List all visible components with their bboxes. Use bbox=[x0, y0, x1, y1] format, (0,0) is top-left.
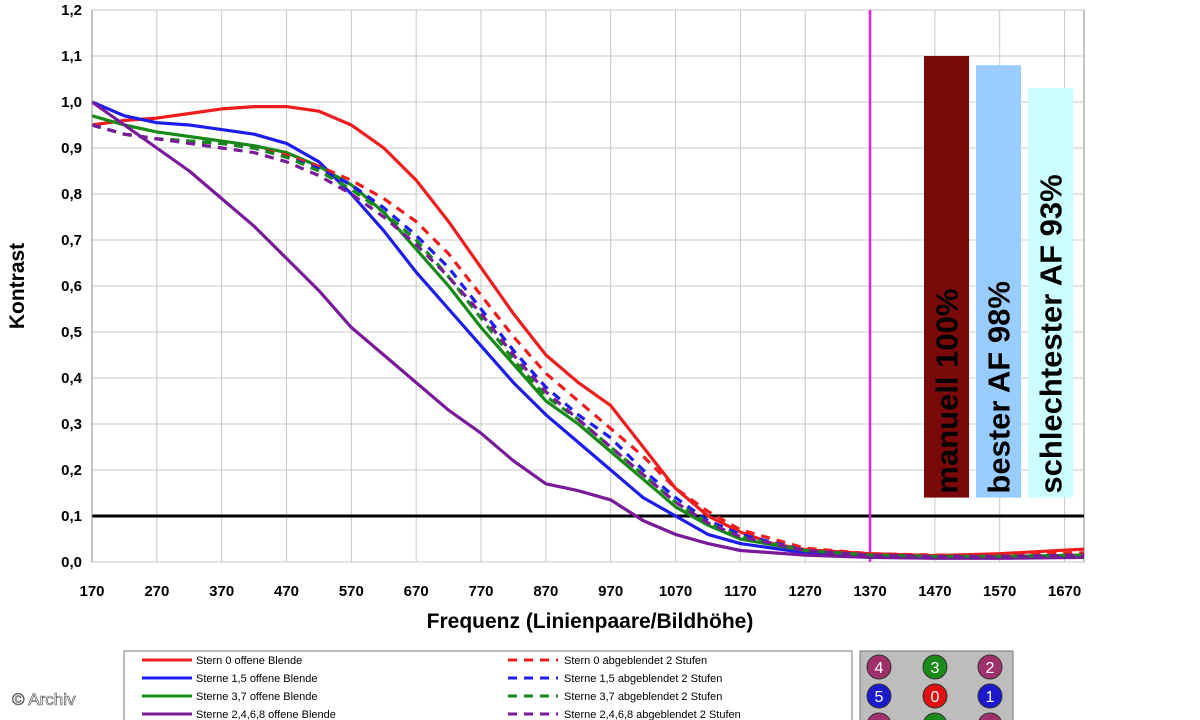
grid bbox=[91, 9, 1085, 563]
y-tick-label: 0,8 bbox=[61, 186, 82, 203]
star-dot bbox=[922, 654, 948, 680]
star-dot-label: 4 bbox=[875, 660, 884, 677]
star-dot-label: 2 bbox=[986, 660, 995, 677]
bar bbox=[976, 65, 1021, 498]
x-axis-title: Frequenz (Linienpaare/Bildhöhe) bbox=[427, 610, 754, 633]
x-tick-label: 1270 bbox=[789, 583, 822, 600]
x-tick-label: 970 bbox=[598, 583, 623, 600]
y-tick-label: 0,5 bbox=[61, 324, 82, 341]
star-grid: 4 3 2 5 0 1 bbox=[859, 650, 1014, 720]
y-tick-label: 1,1 bbox=[61, 48, 82, 65]
bar bbox=[1028, 88, 1073, 498]
x-tick-label: 770 bbox=[469, 583, 494, 600]
star-dot-label: 0 bbox=[931, 689, 940, 706]
y-tick-label: 0,1 bbox=[61, 508, 82, 525]
star-dot-label: 3 bbox=[931, 660, 940, 677]
legend-label: Stern 0 abgeblendet 2 Stufen bbox=[564, 655, 707, 667]
star-dot-label: 5 bbox=[875, 689, 884, 706]
series-line bbox=[91, 100, 1085, 560]
legend-label: Sterne 1,5 offene Blende bbox=[196, 673, 318, 685]
star-dot bbox=[866, 654, 892, 680]
x-tick-label: 1370 bbox=[853, 583, 886, 600]
bar-label: schlechtester AF 93% bbox=[1034, 174, 1069, 493]
y-axis-title: Kontrast bbox=[6, 243, 29, 329]
x-tick-label: 670 bbox=[404, 583, 429, 600]
bars: manuell 100% bester AF 98% schlechtester A… bbox=[924, 56, 1073, 498]
y-tick-label: 0,4 bbox=[61, 370, 83, 387]
bar-label: manuell 100% bbox=[930, 289, 965, 494]
legend-label: Sterne 1,5 abgeblendet 2 Stufen bbox=[564, 673, 722, 685]
x-tick-label: 1070 bbox=[659, 583, 692, 600]
legend-label: Stern 0 offene Blende bbox=[196, 655, 302, 667]
star-dot bbox=[867, 712, 891, 720]
star-dot bbox=[978, 712, 1002, 720]
star-dot-label: 1 bbox=[986, 689, 995, 706]
legend-label: Sterne 2,4,6,8 abgeblendet 2 Stufen bbox=[564, 709, 741, 720]
legend-label: Sterne 3,7 abgeblendet 2 Stufen bbox=[564, 691, 722, 703]
x-tick-label: 1570 bbox=[983, 583, 1016, 600]
y-tick-label: 1,2 bbox=[61, 2, 82, 19]
y-tick-label: 0,6 bbox=[61, 278, 82, 295]
series-line bbox=[91, 123, 1085, 559]
x-tick-label: 870 bbox=[533, 583, 558, 600]
axes: 170 270 370 470 570 670 770 870 970 1070 1170 1270 1… bbox=[61, 2, 1081, 600]
x-tick-label: 1470 bbox=[918, 583, 951, 600]
bar-label: bester AF 98% bbox=[982, 281, 1017, 494]
legend-label: Sterne 2,4,6,8 offene Blende bbox=[196, 709, 336, 720]
y-tick-label: 1,0 bbox=[61, 94, 82, 111]
legend-box bbox=[123, 650, 853, 720]
series bbox=[91, 100, 1085, 560]
x-tick-label: 570 bbox=[339, 583, 364, 600]
series-line bbox=[91, 100, 1085, 559]
credit-text: © Archiv bbox=[12, 690, 76, 709]
star-dot bbox=[922, 683, 948, 709]
star-dot bbox=[977, 654, 1003, 680]
x-tick-label: 1670 bbox=[1048, 583, 1081, 600]
star-dot bbox=[866, 683, 892, 709]
bar bbox=[924, 56, 969, 498]
reference-lines bbox=[92, 10, 1084, 562]
x-tick-label: 470 bbox=[274, 583, 299, 600]
y-tick-label: 0,0 bbox=[61, 554, 82, 571]
legend: Stern 0 offene Blende Sterne 1,5 offene B… bbox=[123, 650, 853, 720]
y-tick-label: 0,2 bbox=[61, 462, 82, 479]
x-tick-label: 270 bbox=[144, 583, 169, 600]
y-tick-label: 0,3 bbox=[61, 416, 82, 433]
star-dot bbox=[923, 712, 947, 720]
y-tick-label: 0,9 bbox=[61, 140, 82, 157]
y-tick-label: 0,7 bbox=[61, 232, 82, 249]
star-dot bbox=[977, 683, 1003, 709]
x-tick-label: 370 bbox=[209, 583, 234, 600]
x-tick-label: 1170 bbox=[724, 583, 757, 600]
x-tick-label: 170 bbox=[79, 583, 104, 600]
legend-label: Sterne 3,7 offene Blende bbox=[196, 691, 318, 703]
